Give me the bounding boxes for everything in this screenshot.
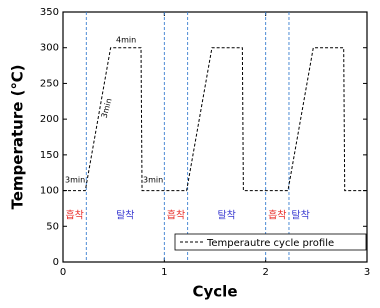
legend-label: Temperautre cycle profile	[206, 238, 334, 249]
y-tick-label: 250	[40, 78, 59, 89]
annotation: 3min	[100, 97, 114, 119]
y-tick-label: 150	[40, 150, 59, 161]
legend-box	[174, 233, 367, 251]
y-tick-label: 100	[40, 186, 59, 197]
plot-frame	[62, 11, 368, 263]
x-tick-label: 1	[161, 267, 167, 278]
annotation: 4min	[116, 36, 136, 45]
annotation: 3min	[65, 176, 85, 185]
phase-label: 탈착	[217, 209, 235, 222]
phase-label: 흡착	[65, 209, 83, 222]
phase-label: 탈착	[116, 209, 134, 222]
x-axis-label: Cycle	[193, 283, 238, 301]
phase-label: 흡착	[268, 209, 286, 222]
y-axis-label: Temperature (℃)	[9, 65, 27, 210]
x-tick-label: 3	[364, 267, 370, 278]
x-tick-label: 0	[60, 267, 66, 278]
y-tick-label: 50	[46, 221, 59, 232]
annotation: 3min	[143, 176, 163, 185]
phase-label: 흡착	[167, 209, 185, 222]
phase-label: 탈착	[291, 209, 309, 222]
profile-line	[63, 47, 367, 192]
y-tick-label: 300	[40, 43, 59, 54]
x-tick-label: 2	[262, 267, 268, 278]
y-tick-label: 0	[53, 257, 59, 268]
y-tick-label: 350	[40, 7, 59, 18]
y-tick-label: 200	[40, 114, 59, 125]
